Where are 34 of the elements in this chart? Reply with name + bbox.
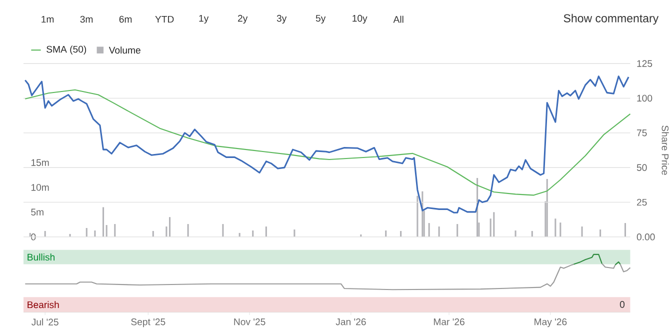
x-tick-label: Sept '25	[131, 318, 166, 328]
line-series	[24, 75, 630, 214]
y2-tick-label: 15m	[31, 159, 49, 166]
legend-label: Volume	[108, 46, 140, 54]
text: 6m	[119, 16, 132, 23]
text: 1y	[199, 14, 209, 24]
text: Show commentary	[564, 14, 659, 25]
text: 1m	[42, 16, 54, 22]
band-label: Bullish	[28, 253, 54, 260]
text: 3y	[276, 14, 287, 24]
text: 10y	[352, 14, 368, 24]
y-tick-label: 100	[637, 94, 652, 102]
y2-tick-label: 10m	[31, 184, 49, 191]
x-tick-label: Jan '26	[336, 318, 366, 326]
band-label: Bearish	[28, 301, 59, 308]
text: 3m	[80, 16, 93, 23]
line-series	[24, 89, 631, 196]
y-tick-label: 75	[637, 129, 647, 136]
text: 5y	[316, 14, 326, 24]
text: All	[393, 16, 404, 23]
text: 2y	[238, 14, 248, 24]
y-tick-label: 0.00	[636, 233, 655, 240]
y-tick-label: 50	[636, 164, 647, 171]
x-tick-label: Jul '25	[32, 318, 58, 326]
x-tick-label: Mar '26	[434, 318, 464, 326]
y-tick-label: 125	[637, 60, 652, 67]
x-tick-label: Nov '25	[234, 318, 266, 326]
text: YTD	[155, 16, 174, 22]
y2-tick-label: 5m	[31, 208, 44, 216]
y-tick-label: 25	[636, 198, 647, 206]
annotation: 0	[620, 300, 625, 308]
y-axis-title: Share Price	[662, 126, 669, 175]
x-tick-label: May '26	[534, 318, 567, 328]
legend-label: SMA (50)	[46, 46, 86, 54]
